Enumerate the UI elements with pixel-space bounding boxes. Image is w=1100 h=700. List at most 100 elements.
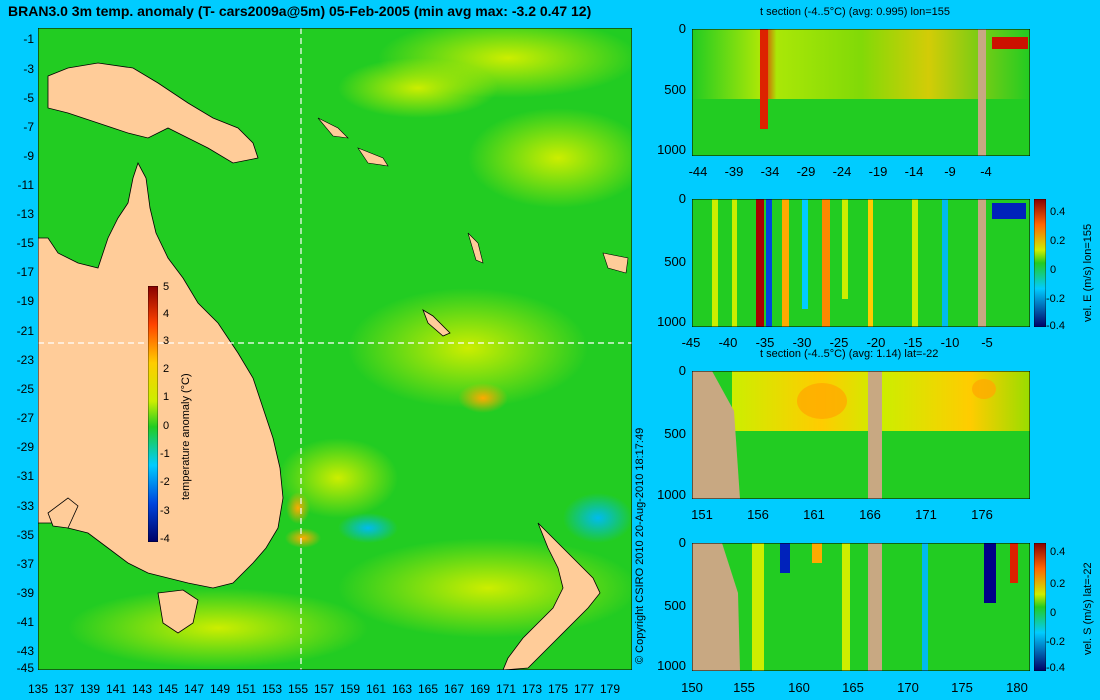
y-tick: -45 bbox=[16, 661, 34, 675]
section-2-x-tick: -30 bbox=[792, 335, 812, 350]
y-tick: -17 bbox=[16, 265, 34, 279]
section-3-title: t section (-4..5°C) (avg: 1.14) lat=-22 bbox=[760, 348, 939, 360]
section-1-title: t section (-4..5°C) (avg: 0.995) lon=155 bbox=[760, 6, 950, 18]
section-3-x-tick: 156 bbox=[747, 507, 769, 522]
y-tick: -15 bbox=[16, 236, 34, 250]
section-2-plot bbox=[692, 199, 1030, 327]
section-3-x-tick: 171 bbox=[915, 507, 937, 522]
section-2-x-tick: -10 bbox=[940, 335, 960, 350]
section-2-y-tick: 0 bbox=[678, 191, 686, 206]
section-3-x-tick: 161 bbox=[803, 507, 825, 522]
section-2-x-tick: -25 bbox=[829, 335, 849, 350]
velocity-s-colorbar bbox=[1034, 543, 1046, 671]
section-1-y-tick: 1000 bbox=[657, 142, 686, 157]
section-4-cb-tick: 0.4 bbox=[1050, 546, 1066, 558]
y-tick: -41 bbox=[16, 615, 34, 629]
section-2-x-tick: -5 bbox=[981, 335, 993, 350]
section-4-x-tick: 175 bbox=[951, 680, 973, 695]
colorbar-label: temperature anomaly (°C) bbox=[180, 373, 192, 500]
x-tick: 173 bbox=[521, 682, 543, 696]
section-2-x-tick: -45 bbox=[681, 335, 701, 350]
y-tick: -23 bbox=[16, 353, 34, 367]
section-2-x-tick: -35 bbox=[755, 335, 775, 350]
colorbar-tick: 0 bbox=[163, 420, 170, 432]
y-tick: -29 bbox=[16, 440, 34, 454]
section-3-x-tick: 166 bbox=[859, 507, 881, 522]
section-3-x-tick: 151 bbox=[691, 507, 713, 522]
x-tick: 143 bbox=[131, 682, 153, 696]
x-tick: 137 bbox=[53, 682, 75, 696]
section-4-cb-label: vel. S (m/s) lat=-22 bbox=[1082, 562, 1094, 655]
x-tick: 161 bbox=[365, 682, 387, 696]
x-tick: 151 bbox=[235, 682, 257, 696]
temperature-colorbar bbox=[148, 286, 158, 542]
y-tick: -43 bbox=[16, 644, 34, 658]
section-4-x-tick: 165 bbox=[842, 680, 864, 695]
section-2-y-tick: 1000 bbox=[657, 314, 686, 329]
section-1-x-tick: -34 bbox=[760, 164, 780, 179]
section-1-x-tick: -9 bbox=[944, 164, 956, 179]
x-tick: 155 bbox=[287, 682, 309, 696]
section-1-plot bbox=[692, 29, 1030, 156]
x-tick: 165 bbox=[417, 682, 439, 696]
x-tick: 163 bbox=[391, 682, 413, 696]
section-3-y-tick: 0 bbox=[678, 363, 686, 378]
y-tick: -7 bbox=[23, 120, 34, 134]
section-4-plot bbox=[692, 543, 1030, 671]
x-tick: 167 bbox=[443, 682, 465, 696]
section-4-x-tick: 155 bbox=[733, 680, 755, 695]
temperature-anomaly-map bbox=[38, 28, 632, 670]
section-4-x-tick: 180 bbox=[1006, 680, 1028, 695]
section-4-y-tick: 500 bbox=[664, 598, 686, 613]
x-tick: 153 bbox=[261, 682, 283, 696]
colorbar-tick: 5 bbox=[163, 281, 170, 293]
colorbar-tick: 3 bbox=[163, 335, 170, 347]
y-tick: -5 bbox=[23, 91, 34, 105]
x-tick: 157 bbox=[313, 682, 335, 696]
x-tick: 177 bbox=[573, 682, 595, 696]
section-3-x-tick: 176 bbox=[971, 507, 993, 522]
section-4-y-tick: 0 bbox=[678, 535, 686, 550]
section-2-cb-tick: -0.4 bbox=[1046, 320, 1065, 332]
section-4-cb-tick: -0.4 bbox=[1046, 662, 1065, 674]
map-title: BRAN3.0 3m temp. anomaly (T- cars2009a@5… bbox=[8, 3, 592, 19]
section-4-cb-tick: 0.2 bbox=[1050, 578, 1066, 590]
section-2-cb-tick: 0 bbox=[1050, 264, 1057, 276]
section-2-cb-tick: 0.4 bbox=[1050, 206, 1066, 218]
x-tick: 141 bbox=[105, 682, 127, 696]
x-tick: 147 bbox=[183, 682, 205, 696]
y-tick: -1 bbox=[23, 32, 34, 46]
colorbar-tick: -1 bbox=[160, 448, 170, 460]
x-tick: 159 bbox=[339, 682, 361, 696]
y-tick: -27 bbox=[16, 411, 34, 425]
x-tick: 145 bbox=[157, 682, 179, 696]
section-4-x-tick: 150 bbox=[681, 680, 703, 695]
y-tick: -3 bbox=[23, 62, 34, 76]
section-1-y-tick: 0 bbox=[678, 21, 686, 36]
section-2-x-tick: -20 bbox=[866, 335, 886, 350]
y-tick: -9 bbox=[23, 149, 34, 163]
section-2-y-tick: 500 bbox=[664, 254, 686, 269]
y-tick: -37 bbox=[16, 557, 34, 571]
y-tick: -25 bbox=[16, 382, 34, 396]
section-1-y-tick: 500 bbox=[664, 82, 686, 97]
x-tick: 175 bbox=[547, 682, 569, 696]
section-1-x-tick: -14 bbox=[904, 164, 924, 179]
section-2-cb-tick: -0.2 bbox=[1046, 293, 1065, 305]
y-tick: -33 bbox=[16, 499, 34, 513]
y-tick: -11 bbox=[17, 178, 34, 192]
section-1-x-tick: -44 bbox=[688, 164, 708, 179]
y-tick: -21 bbox=[16, 324, 34, 338]
section-1-x-tick: -39 bbox=[724, 164, 744, 179]
x-tick: 169 bbox=[469, 682, 491, 696]
colorbar-tick: -4 bbox=[160, 533, 170, 545]
colorbar-tick: 1 bbox=[163, 391, 170, 403]
colorbar-tick: 2 bbox=[163, 363, 170, 375]
section-4-cb-tick: -0.2 bbox=[1046, 636, 1065, 648]
section-2-x-tick: -40 bbox=[718, 335, 738, 350]
section-4-y-tick: 1000 bbox=[657, 658, 686, 673]
section-4-x-tick: 170 bbox=[897, 680, 919, 695]
y-tick: -19 bbox=[16, 294, 34, 308]
section-1-x-tick: -29 bbox=[796, 164, 816, 179]
section-3-y-tick: 500 bbox=[664, 426, 686, 441]
